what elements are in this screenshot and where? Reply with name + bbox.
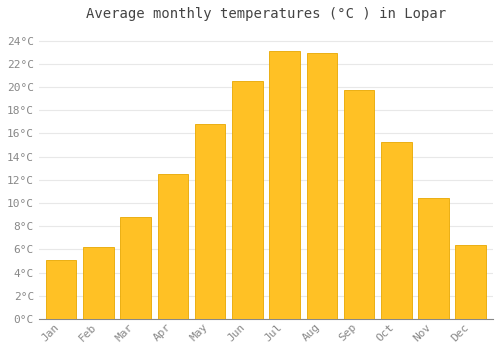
Bar bbox=[232, 81, 262, 319]
Bar bbox=[344, 91, 374, 319]
Bar bbox=[46, 260, 76, 319]
Bar bbox=[381, 141, 412, 319]
Bar bbox=[418, 198, 448, 319]
Bar bbox=[270, 51, 300, 319]
Bar bbox=[456, 245, 486, 319]
Bar bbox=[158, 174, 188, 319]
Bar bbox=[120, 217, 151, 319]
Bar bbox=[83, 247, 114, 319]
Title: Average monthly temperatures (°C ) in Lopar: Average monthly temperatures (°C ) in Lo… bbox=[86, 7, 446, 21]
Bar bbox=[195, 124, 226, 319]
Bar bbox=[306, 54, 337, 319]
